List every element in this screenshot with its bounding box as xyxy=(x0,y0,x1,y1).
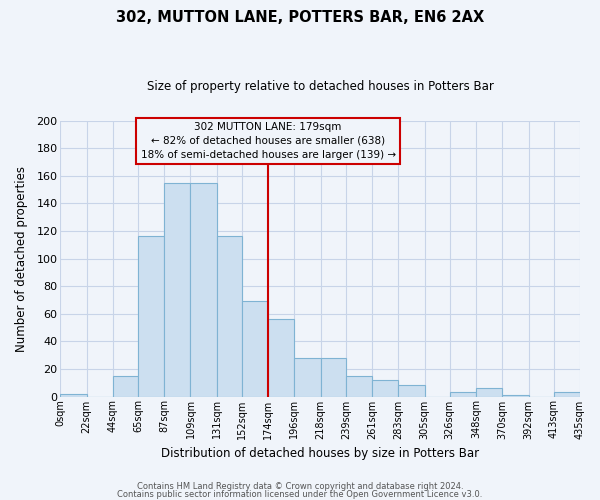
Bar xyxy=(476,388,502,396)
Y-axis label: Number of detached properties: Number of detached properties xyxy=(15,166,28,352)
Text: Contains public sector information licensed under the Open Government Licence v3: Contains public sector information licen… xyxy=(118,490,482,499)
Text: Contains HM Land Registry data © Crown copyright and database right 2024.: Contains HM Land Registry data © Crown c… xyxy=(137,482,463,491)
Bar xyxy=(502,395,529,396)
Bar xyxy=(242,302,268,396)
Bar xyxy=(450,392,476,396)
Bar xyxy=(372,380,398,396)
X-axis label: Distribution of detached houses by size in Potters Bar: Distribution of detached houses by size … xyxy=(161,447,479,460)
Bar xyxy=(268,319,295,396)
Bar xyxy=(346,376,372,396)
Bar xyxy=(295,358,321,397)
Bar xyxy=(60,394,86,396)
Text: 302 MUTTON LANE: 179sqm
← 82% of detached houses are smaller (638)
18% of semi-d: 302 MUTTON LANE: 179sqm ← 82% of detache… xyxy=(140,122,396,160)
Bar xyxy=(138,236,164,396)
Bar xyxy=(113,376,138,396)
Title: Size of property relative to detached houses in Potters Bar: Size of property relative to detached ho… xyxy=(146,80,494,93)
Bar xyxy=(217,236,242,396)
Text: 302, MUTTON LANE, POTTERS BAR, EN6 2AX: 302, MUTTON LANE, POTTERS BAR, EN6 2AX xyxy=(116,10,484,25)
Bar xyxy=(321,358,346,397)
Bar xyxy=(190,182,217,396)
Bar xyxy=(164,182,190,396)
Bar xyxy=(398,386,425,396)
Bar xyxy=(554,392,580,396)
